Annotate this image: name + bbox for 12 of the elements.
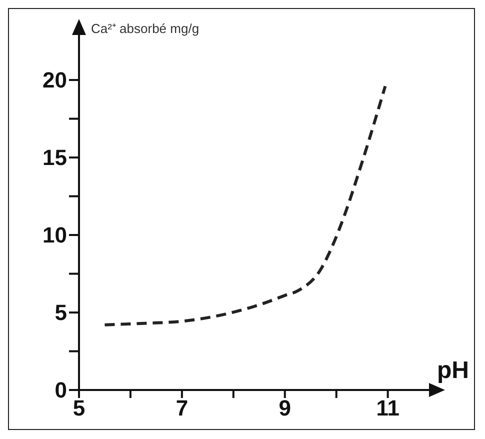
y-tick-label: 15 bbox=[42, 145, 67, 170]
x-tick-label: 9 bbox=[278, 396, 292, 421]
y-tick-label: 5 bbox=[54, 300, 67, 326]
y-tick-label: 20 bbox=[42, 68, 67, 93]
line-series bbox=[103, 84, 387, 326]
y-tick-label: 10 bbox=[42, 222, 67, 248]
y-axis-title: Ca²⁺ absorbé mg/g bbox=[91, 21, 200, 36]
x-tick-label: 5 bbox=[72, 396, 86, 421]
x-tick-label: 11 bbox=[376, 396, 400, 421]
y-tick-label: 0 bbox=[54, 378, 67, 403]
x-axis-title: pH bbox=[437, 357, 469, 384]
x-tick-label: 7 bbox=[176, 396, 188, 421]
